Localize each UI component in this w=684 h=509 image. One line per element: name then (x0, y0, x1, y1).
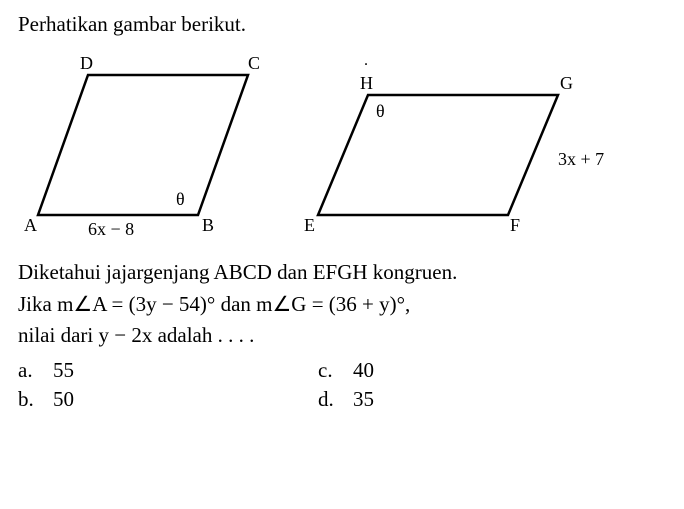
option-a-value: 55 (53, 358, 74, 383)
vertex-b: B (202, 215, 214, 235)
vertex-c: C (248, 53, 260, 73)
side-gf-label: 3x + 7 (558, 149, 604, 169)
side-ab-label: 6x − 8 (88, 219, 134, 239)
option-b-value: 50 (53, 387, 74, 412)
question-line1: Diketahui jajargenjang ABCD dan EFGH kon… (18, 257, 666, 289)
instruction-title: Perhatikan gambar berikut. (18, 12, 666, 37)
angle-theta-h: θ (376, 101, 385, 121)
vertex-f: F (510, 215, 520, 235)
option-d-letter: d. (318, 387, 353, 412)
option-d-value: 35 (353, 387, 374, 412)
vertex-e: E (304, 215, 315, 235)
option-c-value: 40 (353, 358, 374, 383)
parallelogram-efgh: E F G H θ 3x + 7 ˙ (298, 45, 638, 245)
dot-accent: ˙ (363, 59, 369, 79)
vertex-d: D (80, 53, 93, 73)
option-d: d. 35 (318, 387, 618, 412)
answer-options: a. 55 b. 50 c. 40 d. 35 (18, 358, 666, 412)
question-line3: nilai dari y − 2x adalah . . . . (18, 320, 666, 352)
diagram-container: A B C D θ 6x − 8 E F G H θ 3x + 7 ˙ (18, 45, 666, 245)
option-a-letter: a. (18, 358, 53, 383)
vertex-a: A (24, 215, 37, 235)
option-b-letter: b. (18, 387, 53, 412)
option-b: b. 50 (18, 387, 318, 412)
parallelogram-abcd: A B C D θ 6x − 8 (18, 45, 278, 245)
shape-abcd (38, 75, 248, 215)
shape-efgh (318, 95, 558, 215)
angle-theta-b: θ (176, 189, 185, 209)
option-c: c. 40 (318, 358, 618, 383)
option-c-letter: c. (318, 358, 353, 383)
vertex-g: G (560, 73, 573, 93)
question-line2: Jika m∠A = (3y − 54)° dan m∠G = (36 + y)… (18, 289, 666, 321)
option-a: a. 55 (18, 358, 318, 383)
